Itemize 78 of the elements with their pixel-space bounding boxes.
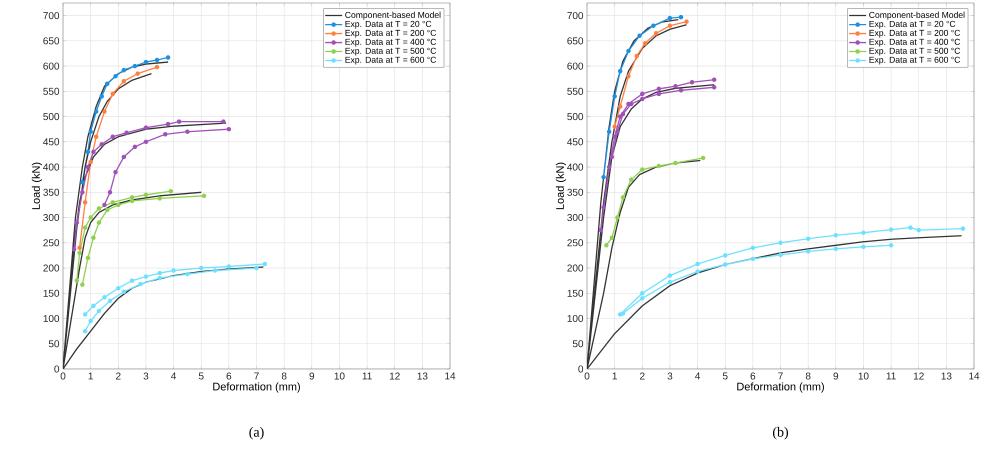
x-tick-label: 0 xyxy=(584,372,590,380)
y-tick-label: 300 xyxy=(43,214,60,222)
legend-label: Exp. Data at T = 200 °C xyxy=(346,30,436,38)
legend-label: Exp. Data at T = 500 °C xyxy=(346,48,436,56)
y-tick-label: 500 xyxy=(567,113,584,120)
x-tick-label: 8 xyxy=(806,372,810,380)
x-tick-label: 0 xyxy=(60,372,66,380)
text: (a) xyxy=(249,426,264,440)
x-tick-label: 4 xyxy=(695,372,700,380)
x-tick-label: 6 xyxy=(226,372,232,380)
legend-label: Exp. Data at T = 20 °C xyxy=(346,20,432,29)
y-tick-label: 0 xyxy=(54,365,60,373)
x-tick-label: 10 xyxy=(858,372,869,380)
legend-label: Component-based Model xyxy=(869,12,964,20)
y-tick-label: 550 xyxy=(43,88,60,95)
x-tick-label: 13 xyxy=(942,372,952,380)
y-tick-label: 100 xyxy=(44,314,60,322)
y-axis-title: Load (kN) xyxy=(556,162,566,210)
legend-label: Exp. Data at T = 20 °C xyxy=(870,20,956,29)
x-tick-label: 14 xyxy=(969,372,980,380)
y-tick-label: 300 xyxy=(567,214,584,222)
x-tick-label: 11 xyxy=(362,372,372,380)
y-tick-label: 450 xyxy=(567,138,584,146)
legend-label: Exp. Data at T = 400 °C xyxy=(870,38,960,47)
legend-label: Exp. Data at T = 600 °C xyxy=(346,56,436,65)
y-tick-label: 500 xyxy=(43,113,60,120)
y-tick-label: 400 xyxy=(43,164,60,171)
x-tick-label: 14 xyxy=(445,372,456,380)
y-tick-label: 600 xyxy=(567,62,584,70)
y-axis-title: Load (kN) xyxy=(32,162,42,210)
x-axis-title: Deformation (mm) xyxy=(737,382,824,393)
y-tick-label: 450 xyxy=(43,138,60,146)
legend-label: Component-based Model xyxy=(345,12,440,20)
y-tick-label: 100 xyxy=(568,314,584,322)
y-tick-label: 150 xyxy=(568,290,584,297)
x-tick-label: 8 xyxy=(282,372,286,380)
x-tick-label: 6 xyxy=(750,372,756,380)
y-tick-label: 350 xyxy=(43,188,60,196)
x-tick-label: 7 xyxy=(778,372,783,380)
y-tick-label: 200 xyxy=(43,264,60,272)
y-tick-label: 0 xyxy=(578,365,584,373)
text: (b) xyxy=(772,426,788,440)
y-tick-label: 50 xyxy=(48,340,60,348)
x-tick-label: 12 xyxy=(914,372,924,380)
x-tick-label: 5 xyxy=(198,372,204,380)
x-tick-label: 2 xyxy=(640,372,645,380)
legend-label: Exp. Data at T = 500 °C xyxy=(870,48,960,56)
x-tick-label: 1 xyxy=(88,372,93,380)
y-tick-label: 250 xyxy=(567,239,584,246)
y-tick-label: 150 xyxy=(44,290,60,297)
y-tick-label: 700 xyxy=(43,12,60,20)
y-tick-label: 250 xyxy=(43,239,60,246)
x-tick-label: 9 xyxy=(833,372,838,380)
y-tick-label: 650 xyxy=(43,37,60,44)
y-tick-label: 200 xyxy=(567,264,584,272)
x-tick-label: 5 xyxy=(722,372,728,380)
x-tick-label: 1 xyxy=(612,372,617,380)
y-tick-label: 700 xyxy=(567,12,584,20)
legend-label: Exp. Data at T = 200 °C xyxy=(870,30,960,38)
y-tick-label: 550 xyxy=(567,88,584,95)
x-tick-label: 13 xyxy=(418,372,428,380)
y-tick-label: 350 xyxy=(567,188,584,196)
x-tick-label: 12 xyxy=(390,372,400,380)
x-axis-title: Deformation (mm) xyxy=(213,382,300,393)
x-tick-label: 3 xyxy=(144,372,148,380)
x-tick-label: 10 xyxy=(334,372,345,380)
x-tick-label: 2 xyxy=(116,372,121,380)
legend-label: Exp. Data at T = 400 °C xyxy=(346,38,436,47)
x-tick-label: 7 xyxy=(254,372,259,380)
legend-label: Exp. Data at T = 600 °C xyxy=(870,56,960,65)
x-tick-label: 3 xyxy=(668,372,672,380)
x-tick-label: 9 xyxy=(309,372,314,380)
y-tick-label: 600 xyxy=(43,62,60,70)
x-tick-label: 11 xyxy=(886,372,896,380)
y-tick-label: 400 xyxy=(567,164,584,171)
y-tick-label: 50 xyxy=(572,340,584,348)
x-tick-label: 4 xyxy=(171,372,176,380)
y-tick-label: 650 xyxy=(567,37,584,44)
